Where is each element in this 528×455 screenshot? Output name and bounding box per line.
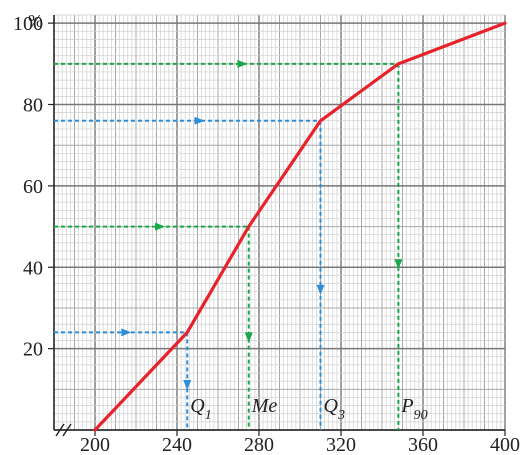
y-unit-label: % bbox=[28, 11, 43, 31]
guide-arrow-down-icon bbox=[316, 284, 325, 295]
grid bbox=[53, 14, 506, 431]
y-tick-label: 80 bbox=[23, 95, 43, 117]
tick-labels: 200 240 280 320 360 400 20 40 60 80 100% bbox=[13, 11, 520, 455]
series-line-0 bbox=[93, 21, 507, 432]
x-tick-label: 280 bbox=[244, 434, 274, 455]
axes bbox=[48, 15, 506, 437]
guide-lines bbox=[54, 59, 403, 430]
guide-label-subscript: 90 bbox=[414, 408, 428, 423]
guide-arrow-right-icon bbox=[194, 116, 205, 125]
guide-arrow-down-icon bbox=[394, 259, 403, 270]
x-tick-label: 320 bbox=[326, 434, 356, 455]
guide-label: Me bbox=[251, 395, 278, 417]
x-tick-label: 240 bbox=[162, 434, 192, 455]
x-tick-label: 200 bbox=[80, 434, 110, 455]
guide-arrow-right-icon bbox=[121, 328, 132, 337]
guide-arrow-down-icon bbox=[183, 380, 192, 391]
guide-label-subscript: 1 bbox=[205, 408, 212, 423]
axis-break-mark bbox=[62, 423, 72, 437]
x-tick-label: 400 bbox=[490, 434, 520, 455]
axis-break-mark bbox=[55, 423, 65, 437]
guide-arrow-right-icon bbox=[237, 59, 248, 68]
y-tick-label: 20 bbox=[23, 339, 43, 361]
y-tick-label: 60 bbox=[23, 176, 43, 198]
guide-arrow-right-icon bbox=[155, 222, 166, 231]
guide-arrow-down-icon bbox=[244, 332, 253, 343]
y-tick-label: 40 bbox=[23, 257, 43, 279]
y-tick-label: 100 bbox=[13, 13, 43, 35]
series-group bbox=[93, 21, 507, 432]
x-tick-label: 360 bbox=[408, 434, 438, 455]
guide-label-subscript: 3 bbox=[337, 408, 345, 423]
